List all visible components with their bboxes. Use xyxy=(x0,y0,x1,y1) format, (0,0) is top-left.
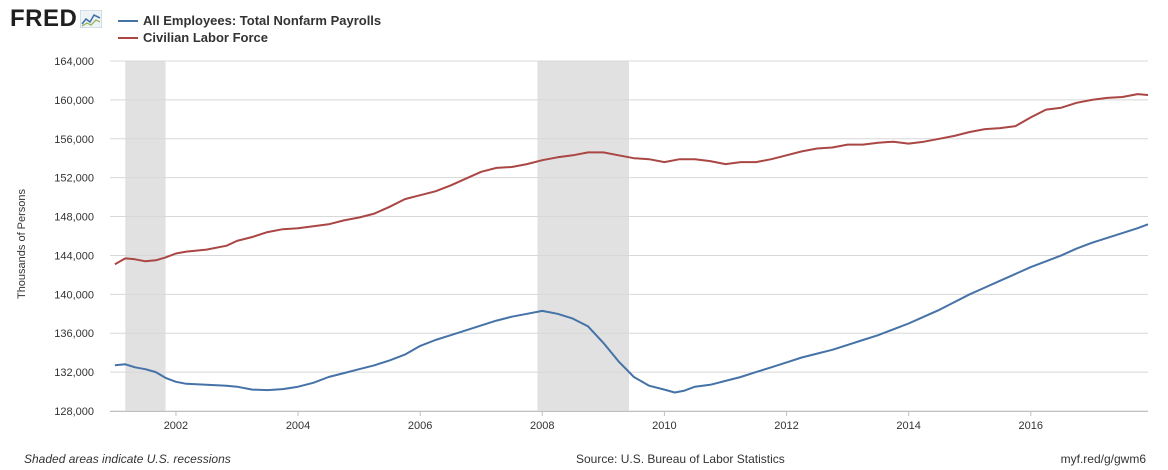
y-tick-label-144000: 144,000 xyxy=(54,250,94,262)
series-line-payrolls xyxy=(114,223,1149,394)
y-tick-label-128000: 128,000 xyxy=(54,406,94,418)
x-tick-label-2014: 2014 xyxy=(896,420,920,432)
y-tick-label-148000: 148,000 xyxy=(54,212,94,224)
y-tick-label-136000: 136,000 xyxy=(54,328,94,340)
source-note: Source: U.S. Bureau of Labor Statistics xyxy=(576,452,785,466)
y-tick-label-156000: 156,000 xyxy=(54,134,94,146)
recession-note: Shaded areas indicate U.S. recessions xyxy=(24,452,231,466)
x-tick-label-2016: 2016 xyxy=(1019,420,1043,432)
recession-band-1 xyxy=(537,61,629,411)
x-tick-label-2006: 2006 xyxy=(408,420,432,432)
legend-label-labor-force: Civilian Labor Force xyxy=(143,30,268,45)
series-line-labor-force xyxy=(114,93,1149,266)
x-tick-label-2004: 2004 xyxy=(286,420,310,432)
x-tick-label-2010: 2010 xyxy=(652,420,676,432)
y-tick-label-160000: 160,000 xyxy=(54,95,94,107)
fred-graph-icon xyxy=(80,10,103,28)
chart-legend: All Employees: Total Nonfarm Payrolls Ci… xyxy=(118,12,381,46)
y-tick-label-164000: 164,000 xyxy=(54,56,94,68)
y-tick-label-132000: 132,000 xyxy=(54,367,94,379)
short-link[interactable]: myf.red/g/gwm6 xyxy=(1060,452,1146,466)
legend-item-labor-force[interactable]: Civilian Labor Force xyxy=(118,29,381,46)
recession-band-0 xyxy=(125,61,166,411)
x-tick-label-2008: 2008 xyxy=(530,420,554,432)
y-axis-title: Thousands of Persons xyxy=(16,188,28,299)
legend-swatch-labor-force xyxy=(118,36,138,39)
fred-logo[interactable]: FRED xyxy=(10,4,103,34)
x-tick-label-2002: 2002 xyxy=(164,420,188,432)
y-tick-label-140000: 140,000 xyxy=(54,289,94,301)
legend-item-payrolls[interactable]: All Employees: Total Nonfarm Payrolls xyxy=(118,12,381,29)
logo-text: FRED xyxy=(10,5,78,32)
x-tick-label-2012: 2012 xyxy=(774,420,798,432)
y-tick-label-152000: 152,000 xyxy=(54,173,94,185)
legend-label-payrolls: All Employees: Total Nonfarm Payrolls xyxy=(143,13,382,28)
legend-swatch-payrolls xyxy=(118,19,138,22)
